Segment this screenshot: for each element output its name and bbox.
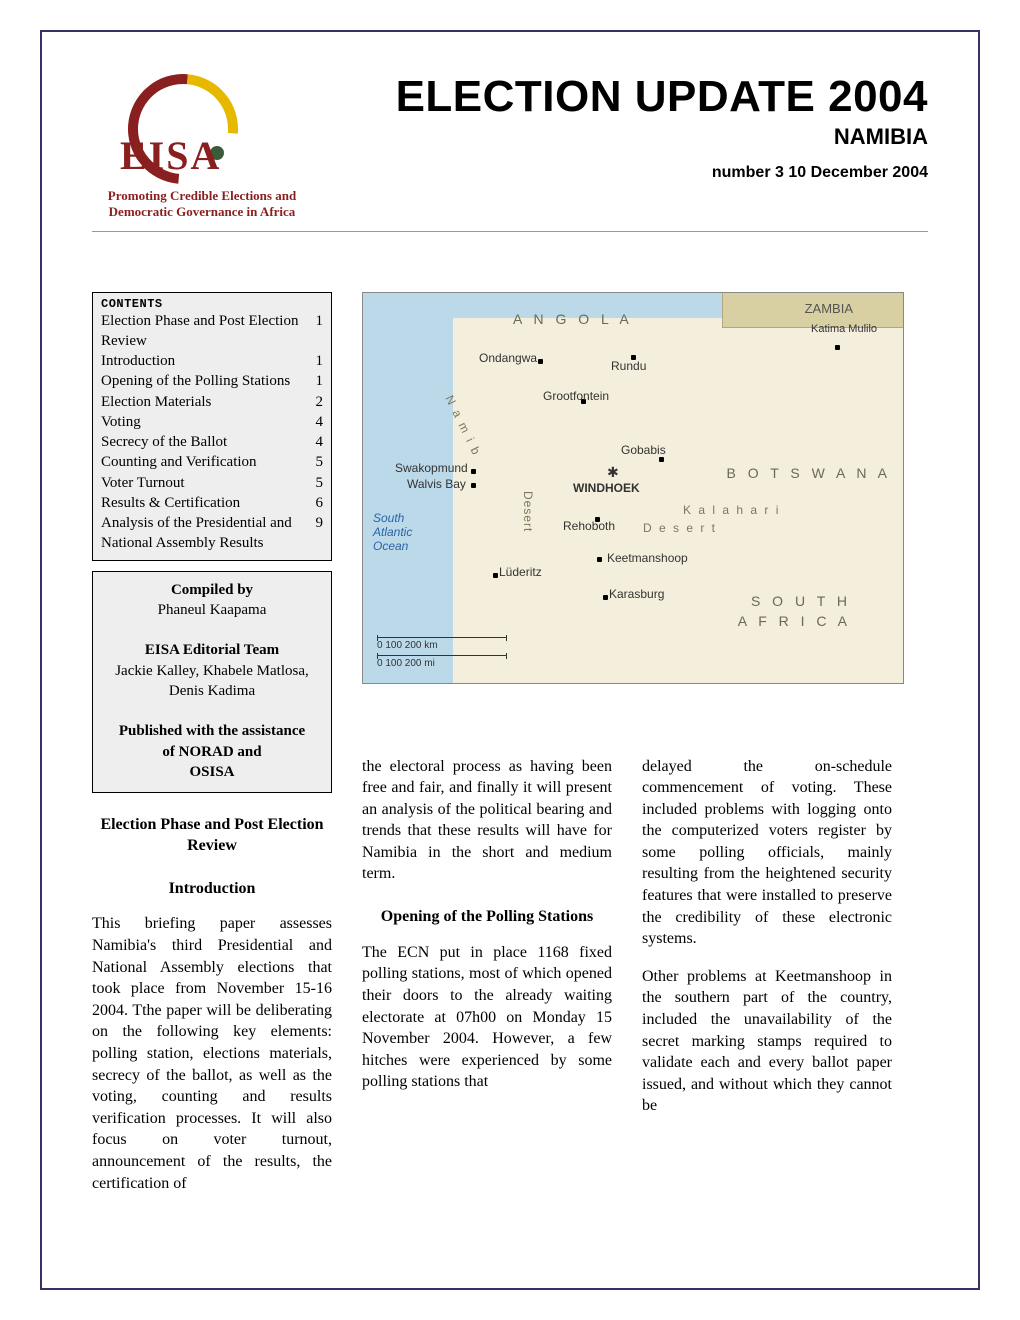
body-paragraph: Other problems at Keetmanshoop in the so… [642, 966, 892, 1117]
toc-row: Election Phase and Post Election Review1 [101, 311, 323, 352]
toc-row: Results & Certification6 [101, 493, 323, 513]
contents-heading: CONTENTS [101, 297, 323, 311]
logo-block: EISA Promoting Credible Elections and De… [92, 72, 312, 221]
doc-title: ELECTION UPDATE 2004 [352, 72, 928, 122]
map-label-zambia: ZAMBIA [805, 301, 853, 316]
right-area: A N G O L A ZAMBIA B O T S W A N A S O U… [362, 292, 928, 1195]
section-heading: Election Phase and Post Election Review [92, 815, 332, 857]
section-heading: Opening of the Polling Stations [362, 907, 612, 928]
right-column: delayed the on-schedule commencement of … [642, 756, 892, 1195]
body-grid: CONTENTS Election Phase and Post Electio… [92, 292, 928, 1195]
map-label-sa2: A F R I C A [738, 613, 851, 629]
doc-subtitle: NAMIBIA [352, 124, 928, 150]
middle-column: the electoral process as having been fre… [362, 756, 612, 1195]
toc-row: Counting and Verification5 [101, 452, 323, 472]
body-paragraph: the electoral process as having been fre… [362, 756, 612, 886]
map-city-windhoek: WINDHOEK [573, 481, 640, 495]
toc-row: Analysis of the Presidential and Nationa… [101, 513, 323, 554]
contents-box: CONTENTS Election Phase and Post Electio… [92, 292, 332, 561]
left-column: CONTENTS Election Phase and Post Electio… [92, 292, 332, 1195]
header: EISA Promoting Credible Elections and De… [92, 72, 928, 232]
section-heading: Introduction [92, 879, 332, 900]
body-paragraph: delayed the on-schedule commencement of … [642, 756, 892, 950]
logo-tagline: Promoting Credible Elections and Democra… [92, 188, 312, 221]
map-label-angola: A N G O L A [513, 311, 633, 327]
toc-row: Introduction1 [101, 351, 323, 371]
logo-text: EISA [120, 133, 221, 178]
map-scale: 0 100 200 km 0 100 200 mi [377, 637, 507, 669]
eisa-logo-icon: EISA [92, 72, 312, 182]
body-paragraph: The ECN put in place 1168 fixed polling … [362, 942, 612, 1093]
toc-row: Election Materials2 [101, 392, 323, 412]
title-block: ELECTION UPDATE 2004 NAMIBIA number 3 10… [352, 72, 928, 182]
doc-issue: number 3 10 December 2004 [352, 164, 928, 182]
toc-row: Secrecy of the Ballot4 [101, 432, 323, 452]
map-label-botswana: B O T S W A N A [726, 465, 891, 481]
capital-star-icon: ✱ [607, 465, 619, 479]
map-label-sa1: S O U T H [751, 593, 851, 609]
toc-row: Opening of the Polling Stations1 [101, 371, 323, 391]
toc-row: Voter Turnout5 [101, 473, 323, 493]
body-paragraph: This briefing paper assesses Namibia's t… [92, 913, 332, 1194]
namibia-map: A N G O L A ZAMBIA B O T S W A N A S O U… [362, 292, 904, 684]
credits-box: Compiled by Phaneul Kaapama EISA Editori… [92, 571, 332, 794]
toc-row: Voting4 [101, 412, 323, 432]
page-frame: EISA Promoting Credible Elections and De… [40, 30, 980, 1290]
